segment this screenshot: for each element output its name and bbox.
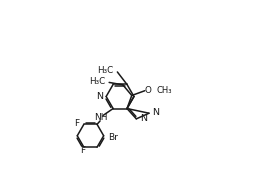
Text: H₃C: H₃C [89, 77, 105, 86]
Text: F: F [75, 119, 80, 128]
Text: O: O [145, 86, 152, 95]
Text: H₃C: H₃C [97, 66, 113, 74]
Text: Br: Br [108, 133, 118, 142]
Text: N: N [153, 108, 159, 117]
Text: F: F [80, 146, 85, 155]
Text: N: N [96, 92, 103, 101]
Text: CH₃: CH₃ [156, 86, 172, 95]
Text: NH: NH [94, 113, 108, 122]
Text: N: N [140, 114, 147, 123]
